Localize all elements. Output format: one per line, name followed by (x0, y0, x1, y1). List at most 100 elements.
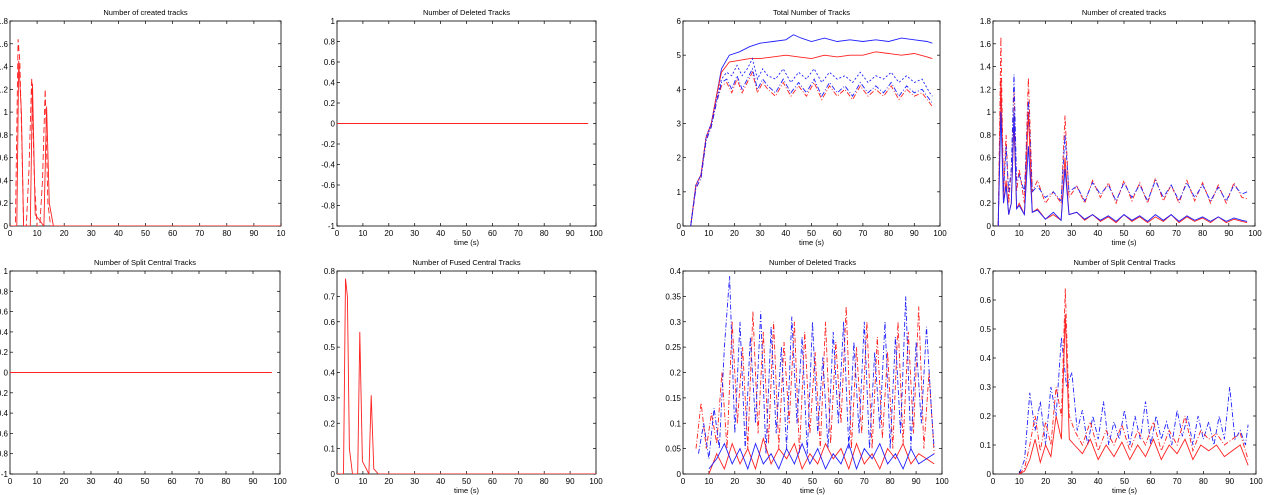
x-tick-label: 30 (410, 229, 419, 238)
x-tick-label: 70 (195, 477, 204, 486)
y-tick-label: 1 (987, 108, 992, 117)
y-tick-label: 0.4 (0, 328, 9, 337)
x-tick-label: 100 (935, 477, 949, 486)
series-line-2 (997, 74, 1248, 226)
y-tick-label: 0.6 (980, 154, 992, 163)
x-tick-label: 30 (756, 477, 765, 486)
y-tick-label: 0.4 (980, 354, 992, 363)
x-tick-label: 70 (195, 229, 204, 238)
y-tick-label: 0.2 (0, 348, 9, 357)
x-axis-label: time (s) (800, 486, 826, 495)
x-tick-label: 70 (1173, 477, 1182, 486)
x-tick-label: 0 (335, 229, 340, 238)
x-tick-label: 30 (756, 229, 765, 238)
y-tick-label: -0.2 (321, 140, 335, 149)
y-tick-label: 0.5 (324, 343, 336, 352)
x-tick-label: 60 (168, 477, 177, 486)
y-tick-label: 0.8 (324, 38, 336, 47)
x-tick-label: 30 (1067, 229, 1076, 238)
y-tick-label: 1.2 (980, 85, 992, 94)
y-tick-label: 1 (331, 17, 336, 26)
y-tick-label: -0.2 (0, 389, 9, 398)
y-tick-label: 0 (987, 470, 992, 479)
x-tick-label: 90 (1225, 477, 1234, 486)
y-tick-label: 0 (677, 470, 682, 479)
x-tick-label: 70 (1172, 229, 1181, 238)
x-axis-label: time (s) (1112, 238, 1138, 247)
x-tick-label: 50 (141, 477, 150, 486)
y-tick-label: 0.4 (324, 79, 336, 88)
axes-frame (9, 20, 282, 227)
x-tick-label: 30 (87, 229, 96, 238)
y-tick-label: 0.7 (980, 267, 992, 276)
y-tick-label: 0.35 (665, 292, 681, 301)
x-tick-label: 0 (991, 229, 996, 238)
x-tick-label: 40 (781, 229, 790, 238)
x-tick-label: 60 (1146, 229, 1155, 238)
y-tick-label: 0.3 (670, 318, 682, 327)
x-tick-label: 50 (807, 229, 816, 238)
x-tick-label: 70 (858, 229, 867, 238)
y-tick-label: -0.4 (321, 161, 335, 170)
y-tick-label: 1.8 (980, 17, 992, 26)
y-tick-label: -1 (328, 222, 336, 231)
y-tick-label: 1 (677, 188, 682, 197)
x-tick-label: 30 (410, 477, 419, 486)
x-axis-label: time (s) (1112, 486, 1138, 495)
series-line-4 (997, 112, 1248, 226)
y-tick-label: 1.8 (0, 17, 9, 26)
x-tick-label: 80 (884, 229, 893, 238)
y-tick-label: 0 (331, 470, 336, 479)
axes-frame (992, 270, 1257, 475)
x-tick-label: 10 (358, 477, 367, 486)
y-tick-label: 0 (677, 222, 682, 231)
x-tick-label: 10 (1015, 229, 1024, 238)
x-tick-label: 10 (1015, 477, 1024, 486)
chart-title: Number of Fused Central Tracks (412, 258, 521, 267)
y-tick-label: 0 (4, 369, 9, 378)
x-tick-label: 90 (912, 477, 921, 486)
x-tick-label: 80 (222, 229, 231, 238)
x-tick-label: 20 (60, 229, 69, 238)
x-tick-label: 20 (1041, 229, 1050, 238)
y-tick-label: 0.2 (324, 99, 336, 108)
y-tick-label: 0.1 (980, 441, 992, 450)
x-tick-label: 100 (589, 477, 603, 486)
y-tick-label: 0.15 (665, 394, 681, 403)
axes-frame (336, 270, 597, 475)
chart-title: Total Number of Tracks (773, 8, 850, 17)
y-tick-label: 0.6 (980, 296, 992, 305)
x-tick-label: 10 (33, 229, 42, 238)
y-tick-label: 0.3 (324, 394, 336, 403)
x-tick-label: 60 (488, 229, 497, 238)
series-line-3 (690, 57, 933, 226)
x-tick-label: 70 (514, 229, 523, 238)
x-tick-label: 50 (1120, 229, 1129, 238)
y-tick-label: 4 (677, 85, 682, 94)
series-line-1 (337, 278, 596, 474)
y-tick-label: 1 (4, 267, 9, 276)
x-axis-label: time (s) (454, 238, 480, 247)
x-tick-label: 50 (808, 477, 817, 486)
series-line-2 (698, 276, 935, 459)
y-tick-label: 0.4 (0, 176, 9, 185)
x-tick-label: 50 (462, 477, 471, 486)
x-tick-label: 10 (358, 229, 367, 238)
y-tick-label: -1 (1, 470, 9, 479)
subplot-7: Number of Deleted Tracks 0 10 20 30 40 50 60 70 8… (665, 258, 949, 495)
y-tick-label: 0.6 (324, 318, 336, 327)
y-tick-label: 0.8 (980, 131, 992, 140)
y-tick-label: 0 (987, 222, 992, 231)
y-tick-label: 1 (4, 108, 9, 117)
y-tick-label: 0.6 (324, 58, 336, 67)
x-tick-label: 80 (540, 229, 549, 238)
x-tick-label: 100 (1248, 229, 1262, 238)
y-tick-label: 3 (677, 120, 682, 129)
y-tick-label: 0.2 (670, 369, 682, 378)
x-tick-label: 40 (1094, 477, 1103, 486)
y-tick-label: 0.8 (0, 287, 9, 296)
x-tick-label: 70 (514, 477, 523, 486)
